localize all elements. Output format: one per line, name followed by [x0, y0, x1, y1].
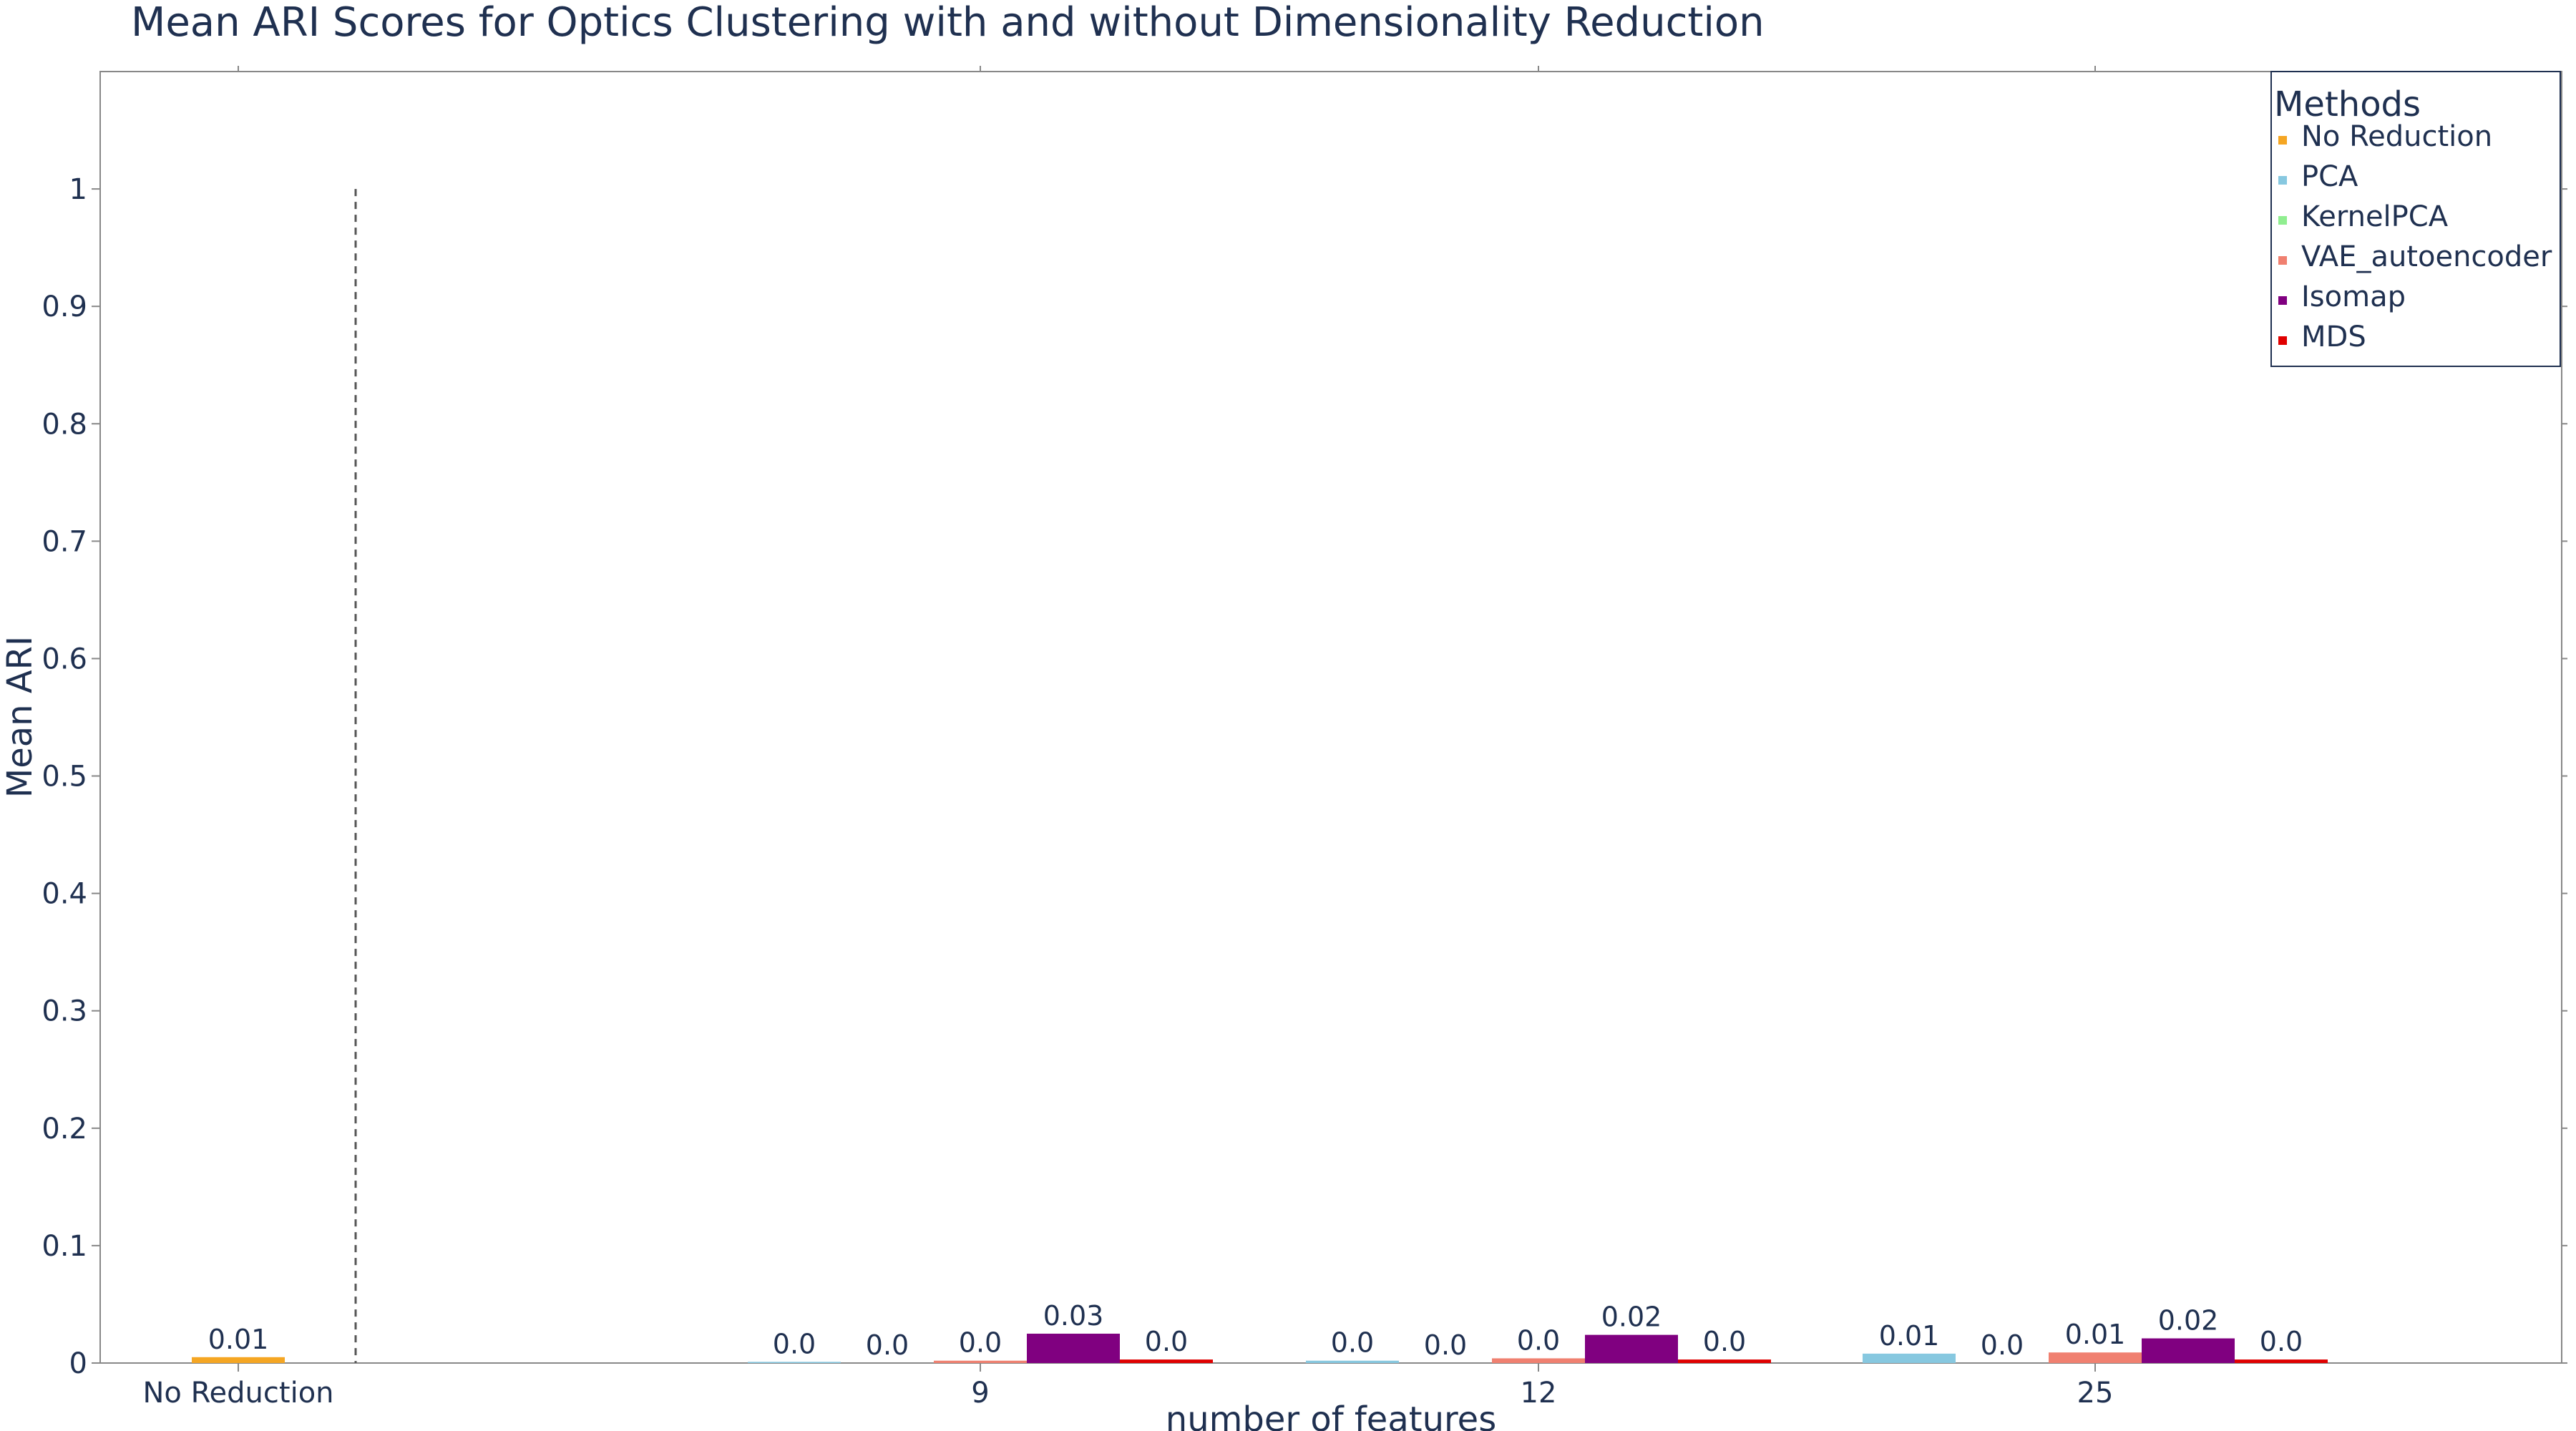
x-tick-label: 25	[2077, 1377, 2114, 1410]
bar-value-label: 0.01	[1879, 1320, 1940, 1352]
bar-value-label: 0.01	[2065, 1319, 2126, 1350]
bar-value-label: 0.03	[1043, 1300, 1104, 1332]
bars: 0.01 0.0 0.0 0.0 0.03 0.0 0.0 0.0 0.0 0.02 0.0 0.01…	[192, 189, 2328, 1363]
y-tick-label: 1	[69, 173, 87, 206]
y-tick-label: 0.7	[42, 525, 87, 558]
x-tick-label: 9	[971, 1377, 989, 1410]
bar-mds	[1678, 1359, 1771, 1363]
bar-vae-autoencoder	[2049, 1352, 2142, 1363]
chart-title: Mean ARI Scores for Optics Clustering wi…	[131, 0, 1765, 46]
legend-box	[2270, 71, 2561, 367]
bar-value-label: 0.01	[208, 1324, 269, 1355]
legend-title: Methods	[2274, 84, 2421, 124]
legend-swatch	[2278, 176, 2287, 185]
bar-value-label: 0.0	[959, 1327, 1002, 1359]
bar-value-label: 0.0	[1981, 1329, 2024, 1361]
bar-vae-autoencoder	[934, 1360, 1027, 1363]
y-tick-label: 0	[69, 1347, 87, 1380]
bar-isomap	[2142, 1338, 2235, 1363]
bar-value-label: 0.02	[1601, 1301, 1662, 1333]
bar-value-label: 0.0	[1145, 1326, 1188, 1357]
bar-mds	[1120, 1359, 1213, 1363]
legend-entry-label: MDS	[2301, 321, 2366, 353]
x-tick-label: 12	[1521, 1377, 1557, 1410]
x-axis-label: number of features	[1166, 1400, 1496, 1431]
bar-value-label: 0.0	[773, 1328, 816, 1359]
bar-isomap	[1585, 1334, 1678, 1363]
bar-no-reduction	[192, 1357, 285, 1363]
y-tick-label: 0.3	[42, 995, 87, 1028]
bar-vae-autoencoder	[1492, 1358, 1585, 1363]
bar-value-label: 0.0	[1331, 1327, 1374, 1359]
bar-pca	[1306, 1360, 1399, 1363]
y-tick-label: 0.1	[42, 1230, 87, 1263]
bar-value-label: 0.0	[866, 1329, 909, 1361]
legend-swatch	[2278, 216, 2287, 225]
bar-pca	[748, 1362, 841, 1363]
plot-area	[99, 71, 2562, 1364]
y-tick-label: 0.5	[42, 761, 87, 793]
bar-pca	[1863, 1353, 1956, 1363]
legend-swatch	[2278, 256, 2287, 265]
bar-isomap	[1027, 1333, 1120, 1363]
legend-swatch	[2278, 336, 2287, 345]
legend-swatch	[2278, 136, 2287, 145]
legend-swatch	[2278, 296, 2287, 305]
axes: 0 0.1 0.2 0.3 0.4 0.5 0.6 0.7 0.8 0.9 1 No Reductio…	[42, 66, 2567, 1410]
y-tick-label: 0.9	[42, 290, 87, 323]
y-axis-label: Mean ARI	[0, 636, 40, 798]
bar-value-label: 0.0	[1424, 1329, 1467, 1361]
bar-value-label: 0.0	[1703, 1326, 1746, 1357]
legend-entry-label: KernelPCA	[2301, 200, 2449, 233]
legend-entry-label: Isomap	[2301, 280, 2406, 313]
bar-mds	[2235, 1359, 2328, 1363]
legend-entry-label: No Reduction	[2301, 120, 2492, 153]
legend-entry-label: VAE_autoencoder	[2301, 240, 2552, 273]
y-tick-label: 0.2	[42, 1113, 87, 1146]
bar-value-label: 0.0	[2260, 1326, 2303, 1357]
legend-entry-label: PCA	[2301, 160, 2358, 193]
y-tick-label: 0.6	[42, 643, 87, 675]
bar-value-label: 0.02	[2158, 1305, 2219, 1337]
bar-value-label: 0.0	[1517, 1324, 1560, 1356]
y-tick-label: 0.8	[42, 408, 87, 441]
y-tick-label: 0.4	[42, 878, 87, 911]
x-tick-label-no-reduction: No Reduction	[142, 1377, 333, 1410]
